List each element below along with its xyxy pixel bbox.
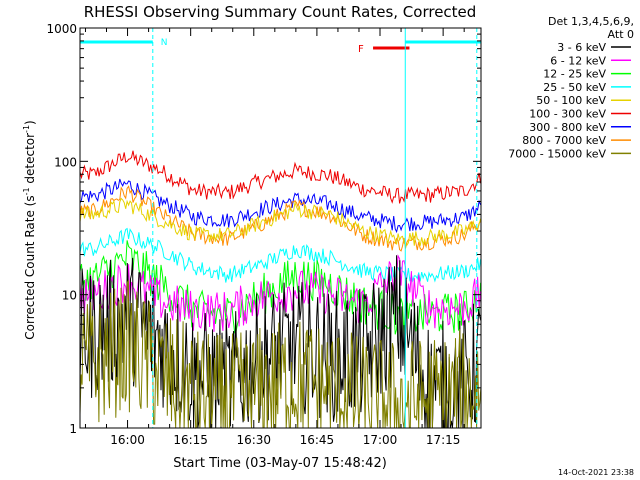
x-axis-label: Start Time (03-May-07 15:48:42) xyxy=(173,456,387,471)
x-tick-label: 16:30 xyxy=(236,433,271,447)
x-tick-label: 17:00 xyxy=(363,433,398,447)
legend-label: 12 - 25 keV xyxy=(543,68,606,81)
f-marker-label: F xyxy=(358,44,364,55)
legend-label: 300 - 800 keV xyxy=(529,121,606,134)
y-tick-label: 100 xyxy=(54,155,77,169)
legend-label: 100 - 300 keV xyxy=(529,108,606,121)
y-axis-label: Corrected Count Rate (s-1 detector-1) xyxy=(22,120,37,339)
series-line-7000-15000-kev xyxy=(79,280,482,429)
x-tick-label: 17:15 xyxy=(426,433,461,447)
legend-header-detectors: Det 1,3,4,5,6,9, xyxy=(548,15,634,28)
x-tick-label: 16:15 xyxy=(173,433,208,447)
legend-label: 50 - 100 keV xyxy=(536,94,606,107)
series-line-12-25-kev xyxy=(79,240,482,337)
legend-label: 25 - 50 keV xyxy=(543,81,606,94)
y-tick-label: 10 xyxy=(62,289,77,303)
x-tick-label: 16:45 xyxy=(300,433,335,447)
legend-label: 3 - 6 keV xyxy=(557,41,606,54)
series-line-25-50-kev xyxy=(79,227,482,283)
plot-area: N F 1 10 100 1000 16:00 16:15 16:30 16:45 17:00 17:… xyxy=(46,22,482,447)
legend-label: 800 - 7000 keV xyxy=(522,134,606,147)
x-tick-label: 16:00 xyxy=(110,433,145,447)
plot-frame xyxy=(79,27,482,429)
y-tick-label: 1 xyxy=(69,422,77,436)
legend-header-attenuator: Att 0 xyxy=(608,28,634,41)
series-line-50-100-kev xyxy=(79,197,482,247)
footer-timestamp: 14-Oct-2021 23:38 xyxy=(558,468,634,477)
legend-label: 7000 - 15000 keV xyxy=(508,147,606,160)
chart-title: RHESSI Observing Summary Count Rates, Co… xyxy=(84,3,477,21)
series-line-3-6-kev xyxy=(79,255,482,429)
series-line-100-300-kev xyxy=(79,150,482,204)
legend-label: 6 - 12 keV xyxy=(550,54,606,67)
y-tick-label: 1000 xyxy=(46,22,77,36)
n-marker-label: N xyxy=(161,38,168,48)
series-line-300-800-kev xyxy=(79,178,482,234)
